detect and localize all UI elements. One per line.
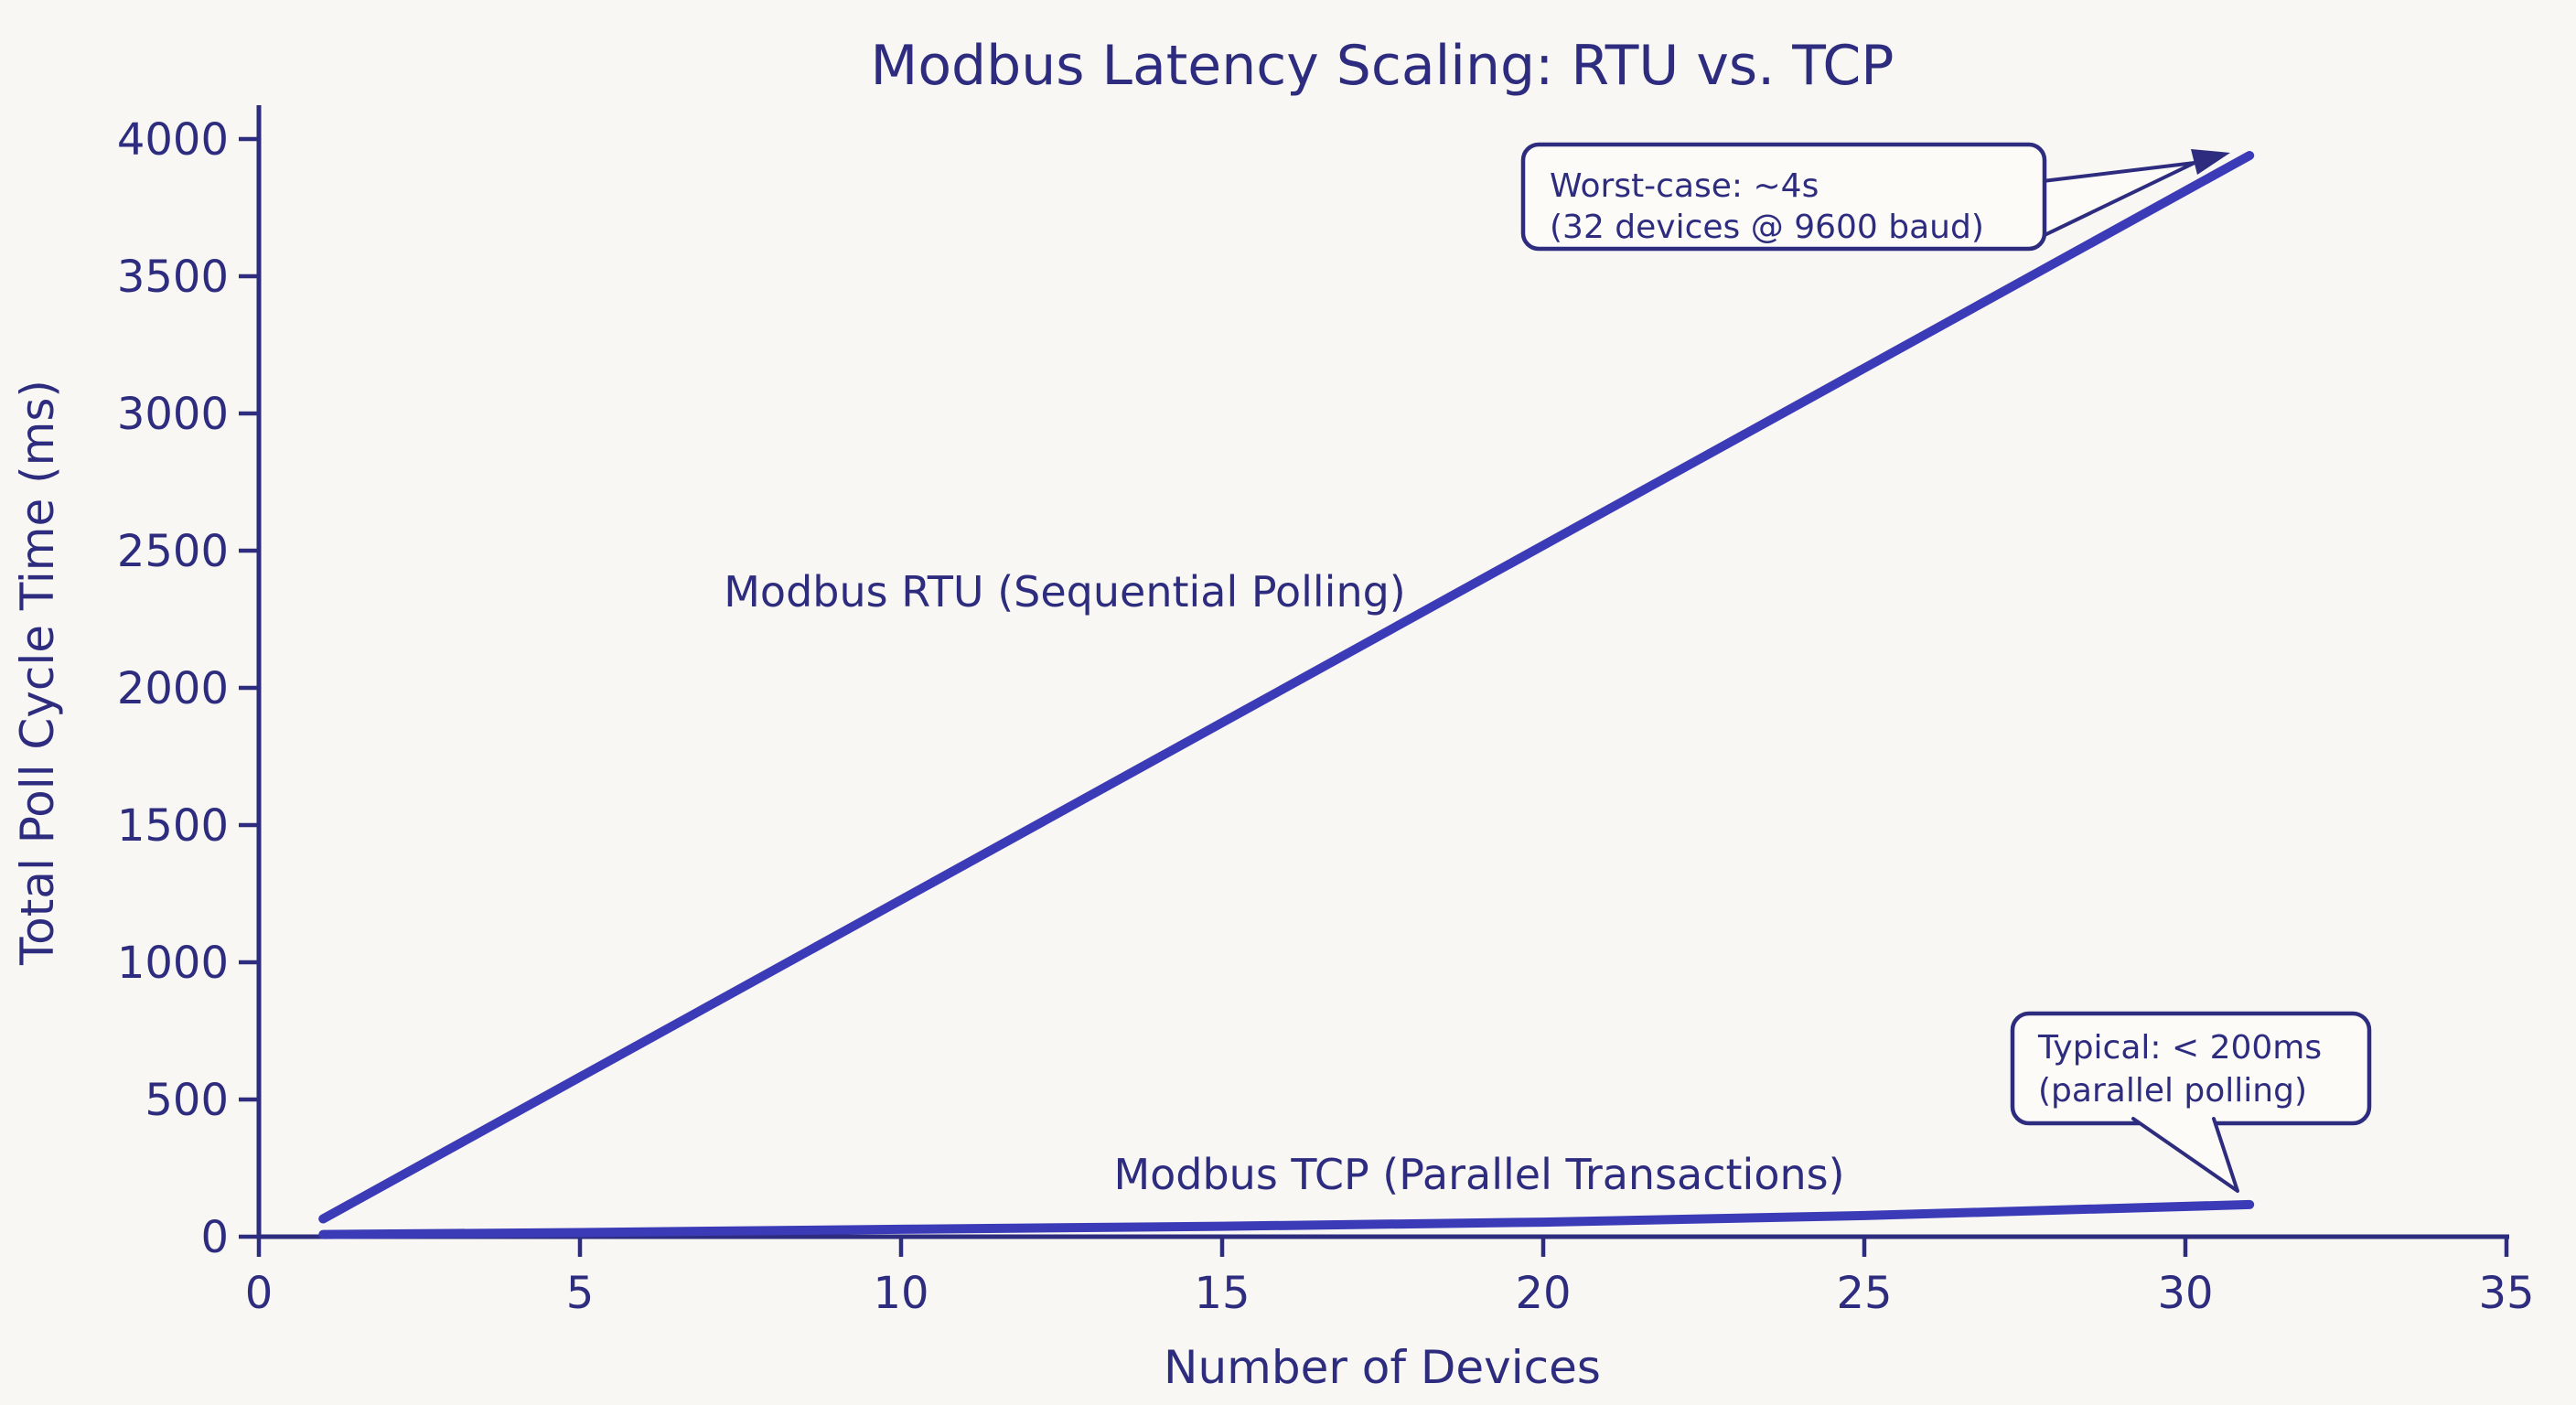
annotation-line2: (32 devices @ 9600 baud): [1550, 209, 1984, 246]
annotation-typical: Typical: < 200ms (parallel polling): [2010, 1011, 2372, 1193]
x-axis-tick-label: 15: [1194, 1268, 1250, 1319]
annotation-arrowhead: [2191, 149, 2230, 175]
annotation-box: [1520, 142, 2047, 252]
series-line-rtu: [318, 151, 2255, 1224]
y-axis-tick-label: 0: [200, 1212, 229, 1263]
y-axis-tick-label: 2000: [117, 663, 229, 714]
series-label-tcp: Modbus TCP (Parallel Transactions): [1113, 1150, 1844, 1199]
annotation-callout-wedge: [2131, 1117, 2239, 1193]
x-axis-tick-label: 0: [245, 1268, 274, 1319]
y-axis-tick-label: 500: [145, 1075, 229, 1126]
x-axis-tick-label: 20: [1515, 1268, 1571, 1319]
y-axis-label: Total Poll Cycle Time (ms): [11, 380, 64, 966]
chart-title: Modbus Latency Scaling: RTU vs. TCP: [871, 34, 1894, 98]
series-label-rtu: Modbus RTU (Sequential Polling): [724, 567, 1406, 617]
x-axis-tick-label: 5: [566, 1268, 595, 1319]
x-axis-label: Number of Devices: [1164, 1341, 1601, 1394]
x-axis-tick-label: 30: [2157, 1268, 2213, 1319]
axes-group: 0 5 10 15 20 25 30 35 0 500 1000 1500 2000 2500 3000 35…: [117, 105, 2535, 1319]
annotation-line1: Worst-case: ~4s: [1550, 167, 1819, 205]
annotation-worst-case: Worst-case: ~4s (32 devices @ 9600 baud): [1520, 142, 2230, 252]
y-axis-tick-label: 3000: [117, 389, 229, 440]
y-axis-tick-label: 1500: [117, 800, 229, 852]
y-axis-tick-label: 4000: [117, 114, 229, 166]
annotation-line2: (parallel polling): [2038, 1072, 2307, 1110]
x-axis-tick-label: 10: [873, 1268, 928, 1319]
y-axis-tick-label: 1000: [117, 938, 229, 989]
annotation-line1: Typical: < 200ms: [2037, 1029, 2322, 1067]
y-axis-tick-label: 2500: [117, 526, 229, 577]
y-axis-tick-label: 3500: [117, 252, 229, 303]
x-axis-tick-label: 25: [1836, 1268, 1892, 1319]
series-group: [318, 151, 2255, 1239]
x-axis-tick-label: 35: [2478, 1268, 2534, 1319]
series-line-tcp: [318, 1199, 2255, 1239]
